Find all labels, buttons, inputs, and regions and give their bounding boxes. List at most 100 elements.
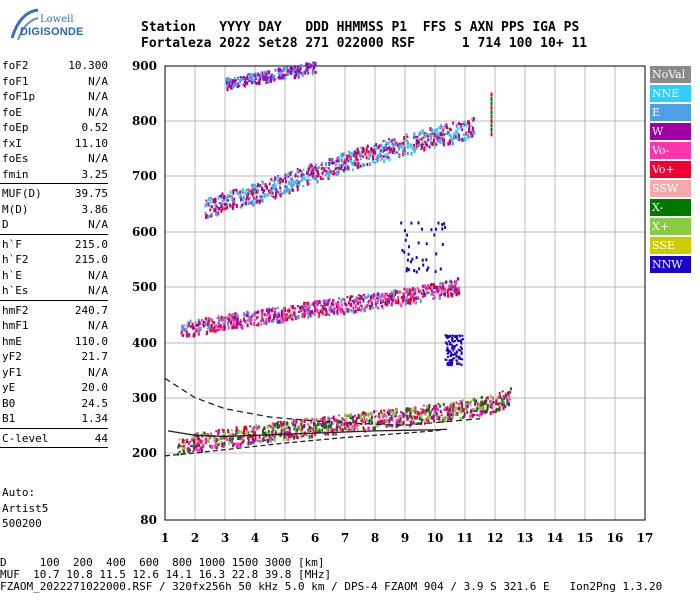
- echo-point: [382, 155, 385, 158]
- echo-point: [444, 225, 447, 229]
- echo-point: [430, 415, 433, 420]
- echo-point: [442, 142, 445, 147]
- echo-point: [367, 150, 370, 154]
- echo-point: [318, 312, 321, 317]
- echo-point: [404, 413, 407, 416]
- echo-point: [283, 313, 286, 318]
- echo-point: [274, 431, 277, 436]
- echo-point: [233, 81, 236, 86]
- echo-point: [352, 306, 355, 309]
- echo-point: [264, 70, 267, 75]
- echo-point: [380, 145, 383, 150]
- echo-point: [230, 320, 233, 325]
- echo-point: [218, 202, 221, 205]
- echo-point: [335, 304, 338, 309]
- echo-point: [296, 304, 299, 307]
- echo-point: [388, 419, 391, 424]
- echo-point: [217, 438, 220, 442]
- echo-point: [315, 307, 318, 311]
- echo-point: [308, 182, 311, 185]
- echo-point: [343, 299, 346, 304]
- echo-point: [177, 452, 180, 456]
- echo-point: [456, 337, 459, 340]
- echo-point: [337, 170, 340, 173]
- station-header: Station YYYY DAY DDD HHMMSS P1 FFS S AXN…: [141, 20, 587, 52]
- echo-point: [325, 424, 328, 429]
- echo-point: [242, 317, 245, 322]
- echo-point: [234, 325, 237, 329]
- echo-point: [363, 295, 366, 300]
- echo-point: [269, 79, 272, 83]
- echo-point: [432, 138, 435, 143]
- echo-point: [461, 358, 464, 361]
- echo-point: [420, 227, 423, 231]
- echo-point: [331, 428, 334, 433]
- echo-point: [401, 141, 404, 144]
- echo-point: [250, 81, 253, 85]
- echo-point: [489, 411, 492, 416]
- echo-point: [239, 197, 242, 202]
- echo-point: [346, 414, 349, 417]
- echo-point: [384, 144, 387, 148]
- echo-point: [326, 304, 329, 307]
- echo-point: [217, 321, 220, 325]
- echo-point: [379, 295, 382, 298]
- echo-point: [403, 250, 406, 254]
- echo-point: [284, 185, 287, 188]
- echo-point: [333, 172, 336, 176]
- echo-point: [492, 400, 495, 404]
- echo-point: [354, 414, 357, 417]
- echo-point: [188, 448, 191, 453]
- echo-point: [408, 407, 411, 412]
- echo-point: [217, 431, 220, 435]
- echo-point: [227, 199, 230, 202]
- echo-point: [195, 324, 198, 327]
- echo-point: [302, 184, 305, 187]
- echo-point: [403, 148, 406, 153]
- echo-point: [354, 304, 357, 309]
- echo-point: [255, 76, 258, 79]
- echo-point: [448, 359, 451, 362]
- echo-point: [455, 129, 458, 134]
- echo-point: [205, 214, 208, 219]
- echo-point: [429, 283, 432, 287]
- echo-point: [239, 191, 242, 195]
- param-value: N/A: [88, 284, 108, 297]
- echo-point: [392, 138, 395, 142]
- echo-point: [270, 435, 273, 440]
- echo-point: [240, 325, 243, 330]
- echo-point: [326, 171, 329, 175]
- echo-point: [356, 428, 359, 431]
- echo-point: [472, 117, 475, 121]
- echo-point: [450, 344, 453, 347]
- param-value: N/A: [88, 319, 108, 332]
- echo-point: [185, 328, 188, 332]
- echo-point: [314, 70, 317, 74]
- echo-point: [247, 438, 250, 443]
- echo-point: [232, 325, 235, 329]
- echo-point: [455, 281, 458, 286]
- echo-point: [312, 312, 315, 315]
- echo-point: [436, 135, 439, 138]
- echo-point: [504, 404, 507, 408]
- echo-point: [490, 96, 493, 101]
- echo-point: [223, 435, 226, 440]
- echo-point: [383, 419, 386, 422]
- echo-point: [341, 311, 344, 314]
- echo-point: [230, 195, 233, 198]
- echo-point: [286, 421, 289, 426]
- echo-point: [214, 199, 217, 204]
- echo-point: [356, 158, 359, 162]
- echo-point: [262, 319, 265, 322]
- echo-point: [434, 270, 437, 274]
- echo-point: [216, 316, 219, 319]
- echo-point: [212, 198, 215, 203]
- echo-point: [485, 409, 488, 414]
- echo-point: [427, 409, 430, 413]
- profile-upper-line: [167, 428, 448, 438]
- echo-point: [282, 178, 285, 183]
- y-tick-label: 400: [132, 336, 157, 350]
- param-value: 44: [94, 431, 108, 445]
- echo-point: [308, 174, 311, 177]
- echo-point: [261, 71, 264, 75]
